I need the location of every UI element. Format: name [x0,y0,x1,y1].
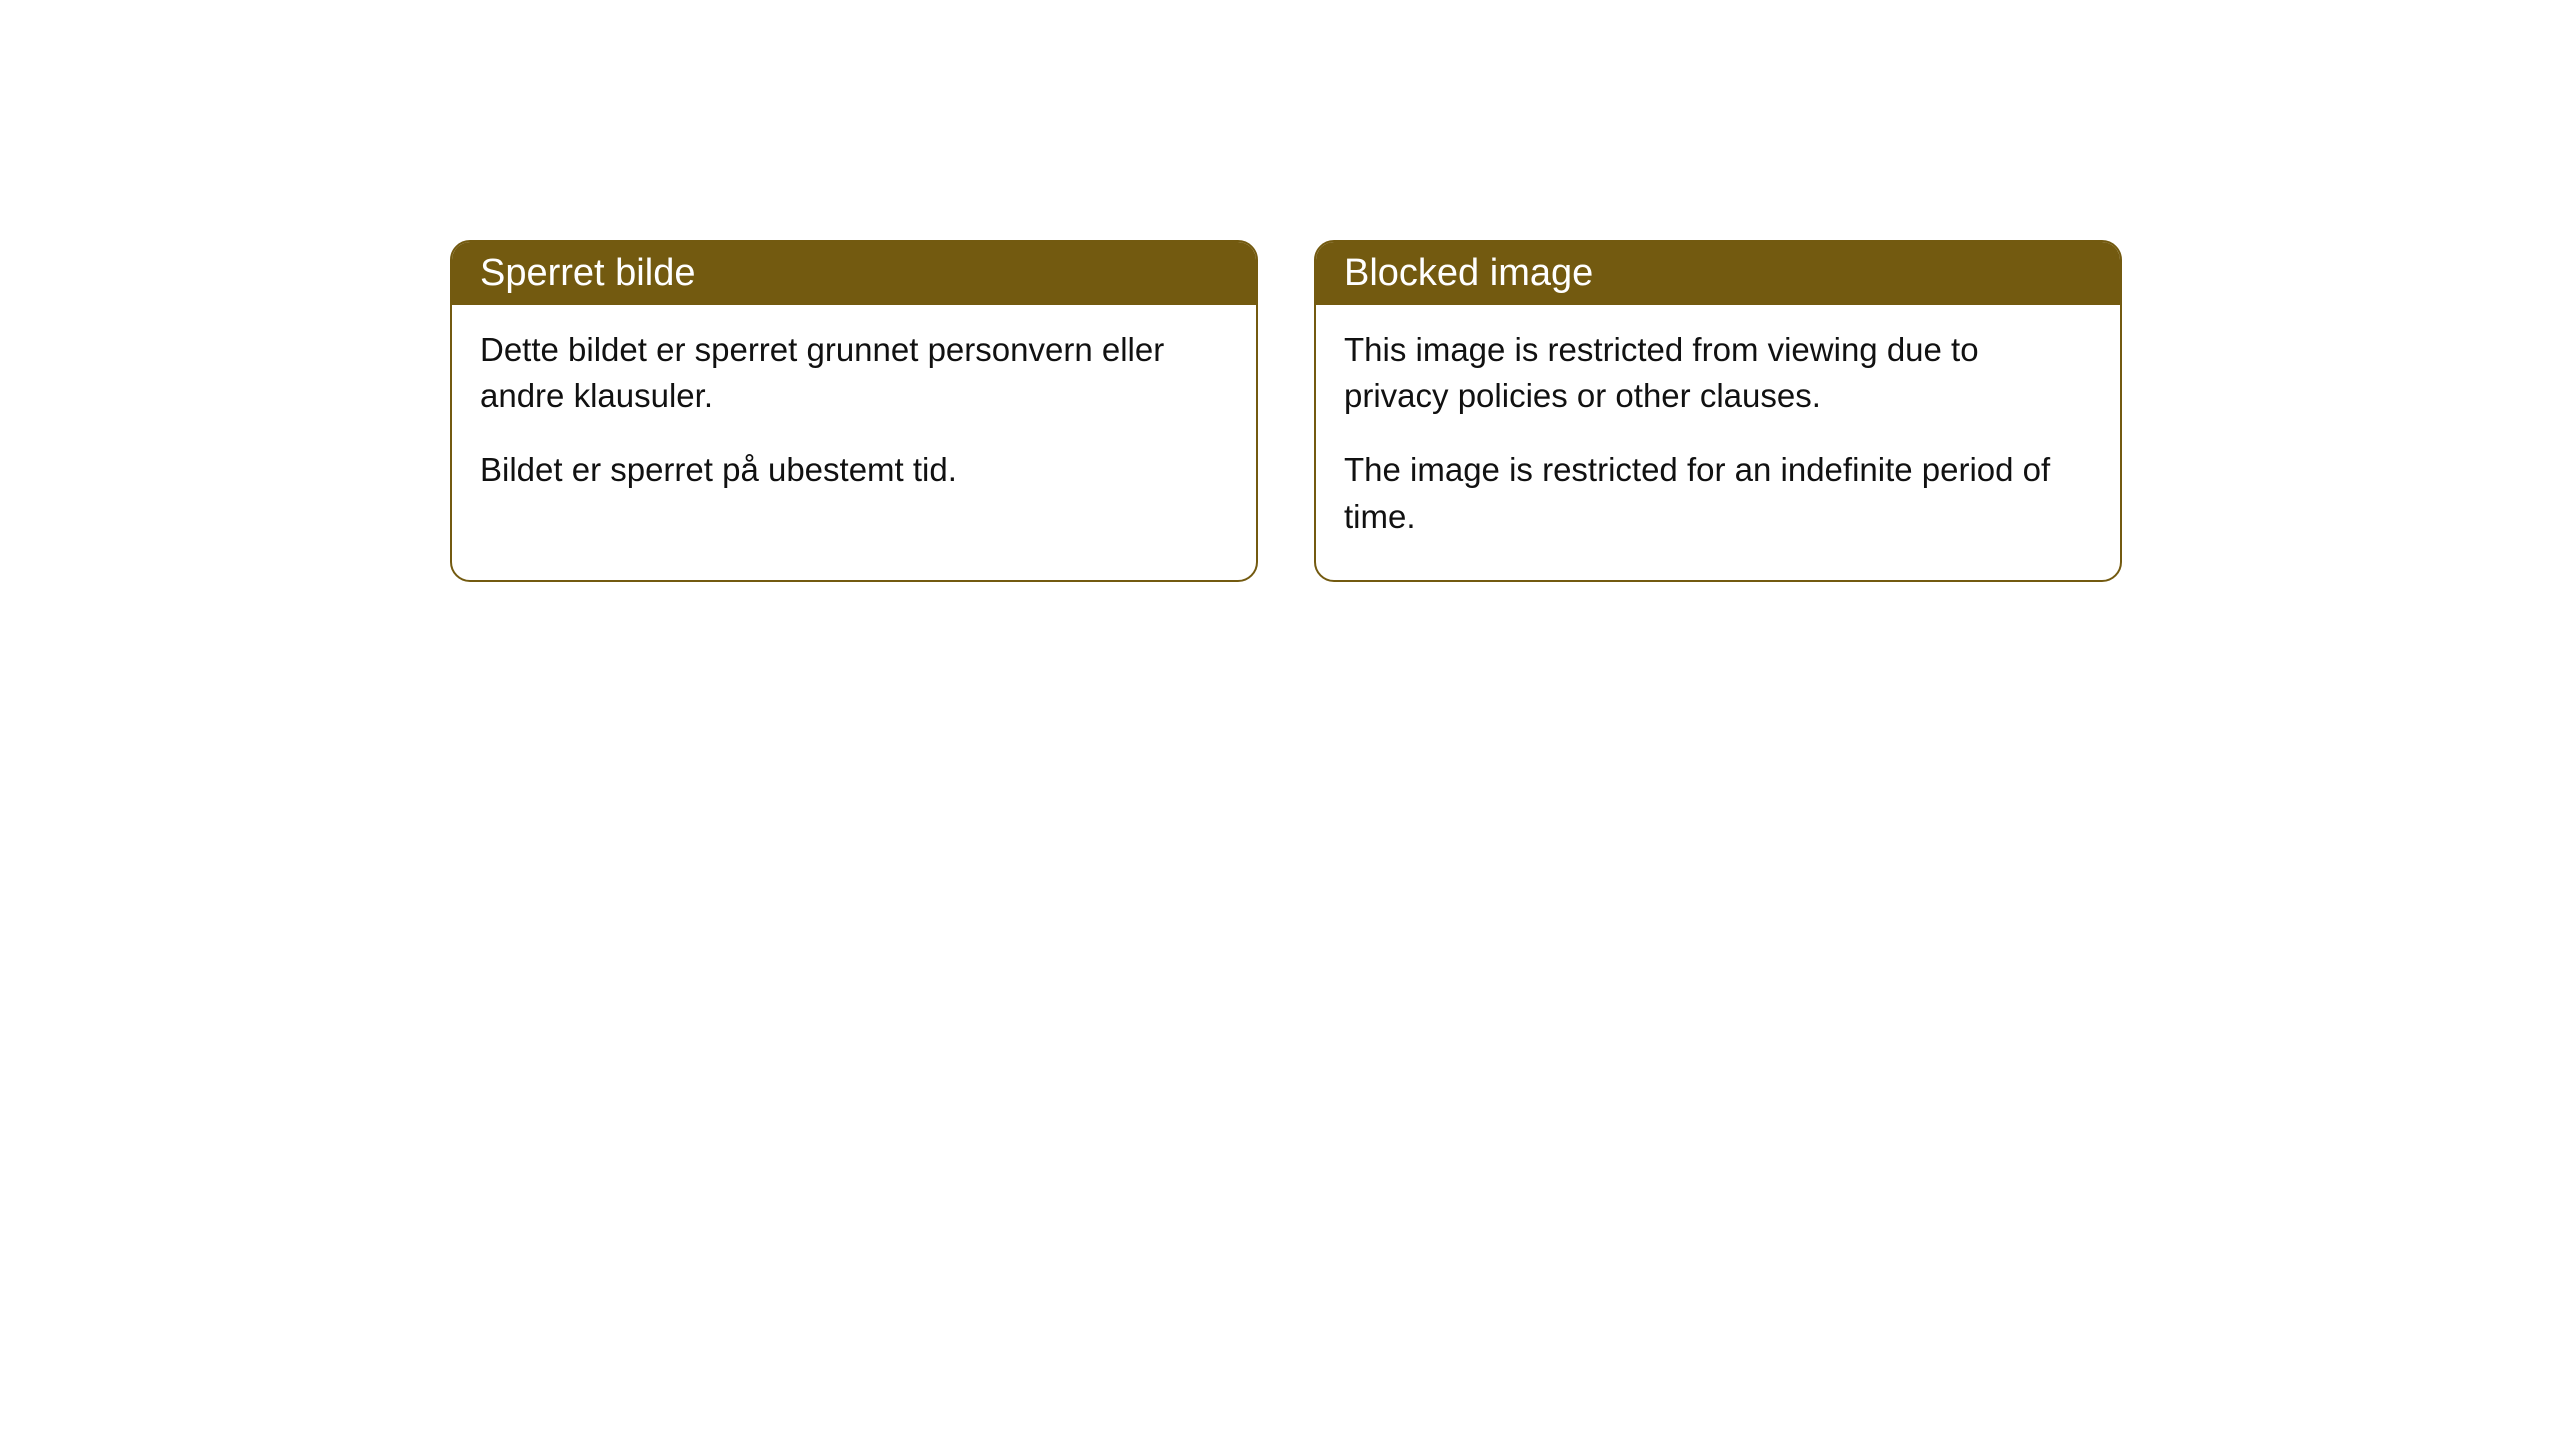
card-paragraph-2-en: The image is restricted for an indefinit… [1344,447,2092,539]
card-paragraph-1-en: This image is restricted from viewing du… [1344,327,2092,419]
card-header-no: Sperret bilde [452,242,1256,305]
blocked-image-card-en: Blocked image This image is restricted f… [1314,240,2122,582]
card-paragraph-1-no: Dette bildet er sperret grunnet personve… [480,327,1228,419]
card-header-en: Blocked image [1316,242,2120,305]
blocked-image-card-no: Sperret bilde Dette bildet er sperret gr… [450,240,1258,582]
cards-container: Sperret bilde Dette bildet er sperret gr… [450,240,2122,582]
card-body-no: Dette bildet er sperret grunnet personve… [452,305,1256,534]
card-body-en: This image is restricted from viewing du… [1316,305,2120,580]
card-paragraph-2-no: Bildet er sperret på ubestemt tid. [480,447,1228,493]
